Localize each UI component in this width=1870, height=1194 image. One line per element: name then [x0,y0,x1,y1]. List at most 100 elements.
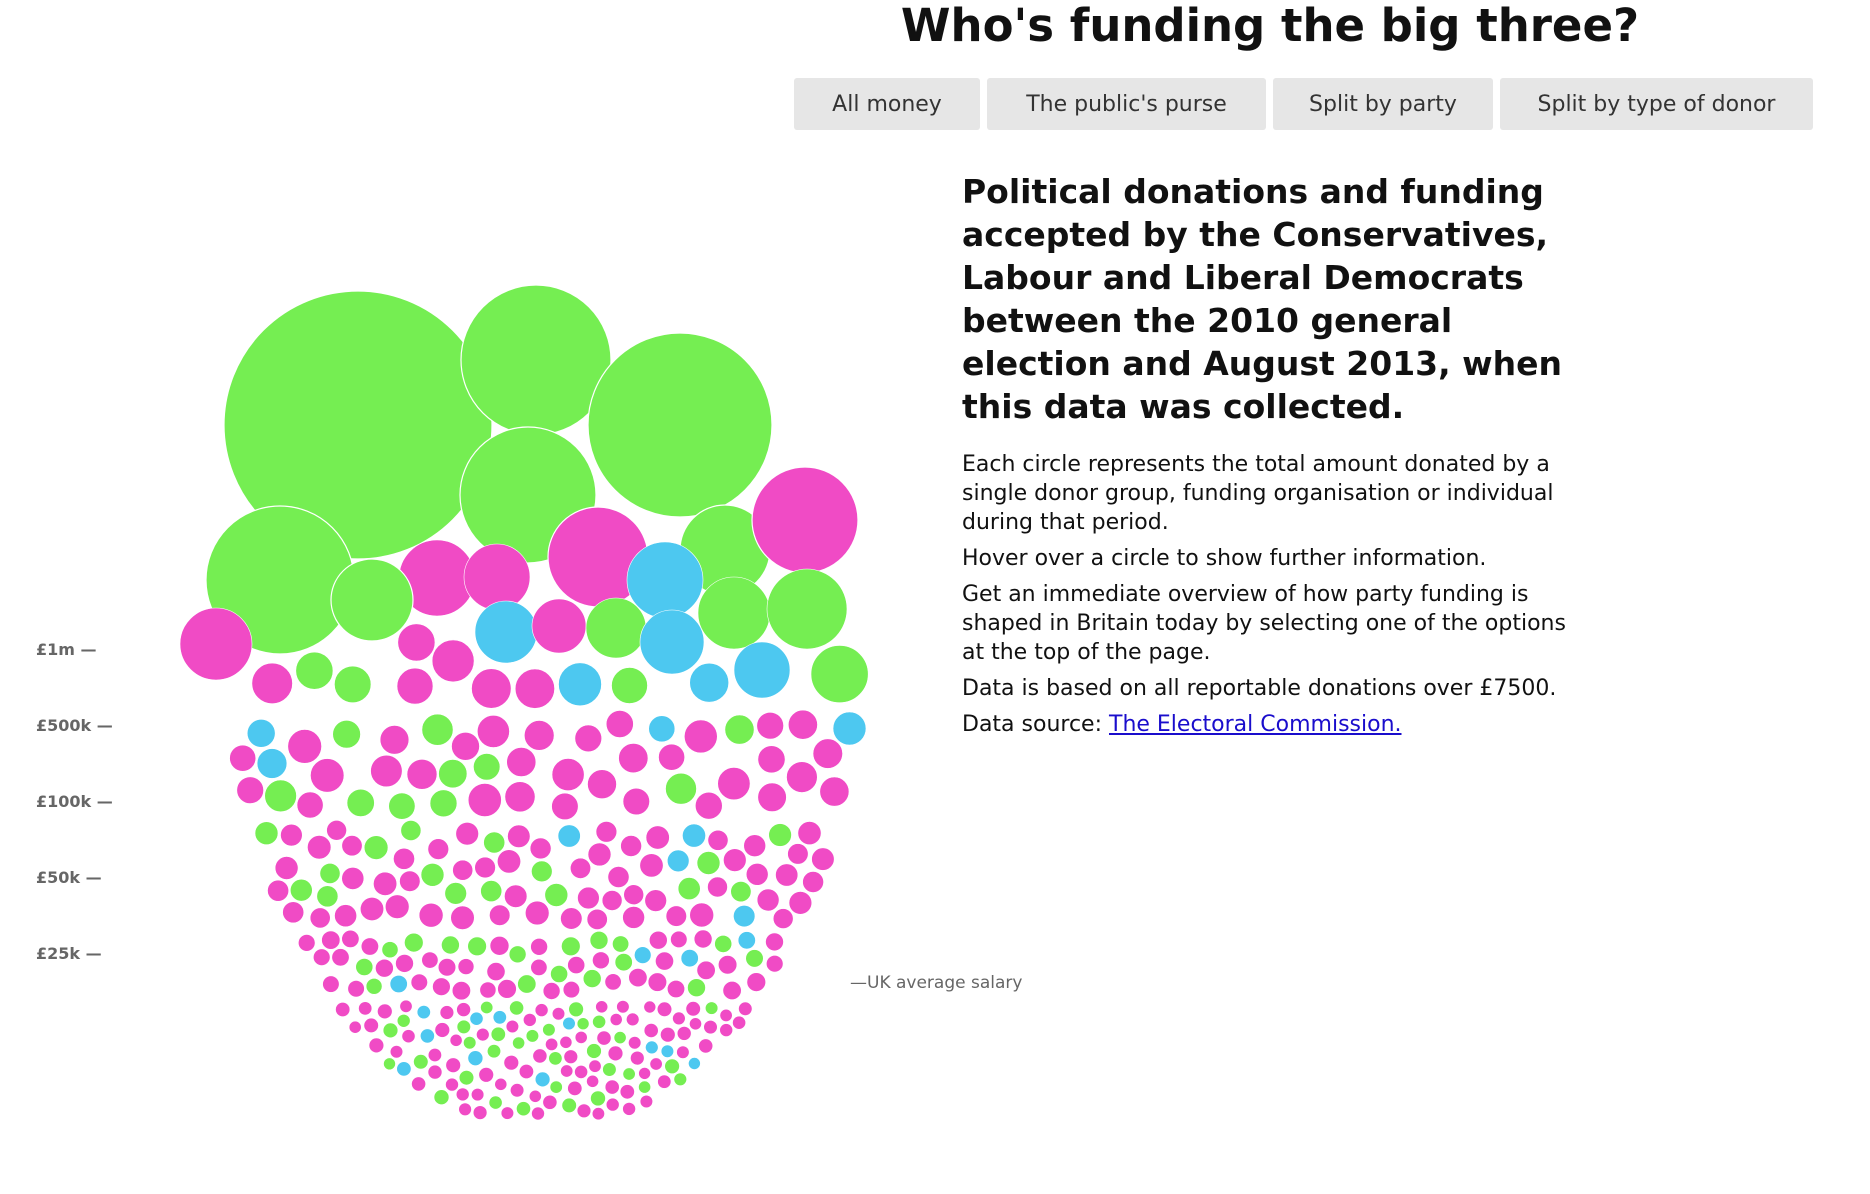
donor-bubble-159[interactable] [432,977,451,996]
donor-bubble-142[interactable] [452,859,474,881]
donor-bubble-168[interactable] [530,937,548,956]
donor-bubble-13[interactable] [697,576,771,650]
donor-bubble-227[interactable] [419,1028,435,1044]
donor-bubble-127[interactable] [254,821,279,846]
donor-bubble-318[interactable] [672,1011,686,1026]
donor-bubble-246[interactable] [622,1067,636,1081]
donor-bubble-216[interactable] [492,1010,507,1025]
donor-bubble-256[interactable] [676,1026,692,1041]
donor-bubble-218[interactable] [486,1044,501,1059]
donor-bubble-217[interactable] [377,1003,393,1020]
donor-bubble-161[interactable] [517,974,537,994]
donor-bubble-147[interactable] [730,881,752,903]
donor-bubble-304[interactable] [660,1026,676,1043]
donor-bubble-310[interactable] [456,1019,471,1035]
donor-bubble-176[interactable] [561,936,581,956]
donor-bubble-330[interactable] [576,1017,590,1031]
donor-bubble-211[interactable] [437,958,457,977]
donor-bubble-253[interactable] [561,1097,577,1114]
donor-bubble-163[interactable] [322,975,340,993]
donor-bubble-284[interactable] [427,1047,442,1062]
donor-bubble-151[interactable] [309,907,331,929]
donor-bubble-17[interactable] [585,597,647,659]
donor-bubble-241[interactable] [416,1005,431,1020]
donor-bubble-90[interactable] [797,821,822,846]
donor-bubble-292[interactable] [525,1029,540,1043]
donor-bubble-2[interactable] [587,332,773,518]
donor-bubble-283[interactable] [596,1030,612,1046]
donor-bubble-295[interactable] [471,1087,485,1102]
donor-bubble-294[interactable] [534,1003,549,1017]
donor-bubble-331[interactable] [660,1044,675,1058]
donor-bubble-224[interactable] [411,1076,426,1092]
donor-bubble-140[interactable] [811,847,835,871]
donor-bubble-297[interactable] [335,1001,351,1017]
donor-bubble-243[interactable] [542,1094,558,1110]
donor-bubble-191[interactable] [489,935,510,956]
donor-bubble-257[interactable] [516,1101,531,1117]
donor-bubble-307[interactable] [363,1017,379,1034]
donor-bubble-185[interactable] [457,958,475,975]
donor-bubble-327[interactable] [480,1000,494,1014]
view-all-money-button[interactable]: All money [794,78,980,130]
donor-bubble-178[interactable] [550,965,569,983]
donor-bubble-311[interactable] [518,1063,534,1079]
donor-bubble-231[interactable] [449,1033,463,1047]
donor-bubble-288[interactable] [738,1001,753,1016]
donor-bubble-20[interactable] [396,667,434,705]
donor-bubble-92[interactable] [483,831,506,854]
donor-bubble-121[interactable] [450,905,475,930]
donor-bubble-52[interactable] [574,724,602,753]
donor-bubble-328[interactable] [616,1000,630,1014]
donor-bubble-55[interactable] [724,714,755,745]
donor-bubble-240[interactable] [576,1103,592,1118]
donor-bubble-235[interactable] [534,1071,551,1088]
donor-bubble-157[interactable] [746,972,766,992]
donor-bubble-152[interactable] [326,819,347,841]
donor-bubble-281[interactable] [562,1016,576,1031]
donor-bubble-230[interactable] [445,1077,459,1092]
donor-bubble-187[interactable] [508,945,527,964]
donor-bubble-116[interactable] [756,888,780,912]
donor-bubble-184[interactable] [421,951,439,969]
donor-bubble-67[interactable] [388,792,416,820]
donor-bubble-276[interactable] [630,1050,645,1066]
donor-bubble-198[interactable] [331,948,350,967]
donor-bubble-94[interactable] [307,835,332,860]
donor-bubble-254[interactable] [509,1000,524,1016]
donor-bubble-44[interactable] [256,748,288,779]
donor-bubble-73[interactable] [658,743,686,771]
donor-bubble-61[interactable] [346,788,375,817]
donor-bubble-172[interactable] [355,958,374,976]
donor-bubble-96[interactable] [577,886,600,910]
donor-bubble-143[interactable] [595,821,618,843]
donor-bubble-89[interactable] [480,880,503,903]
donor-bubble-150[interactable] [623,884,645,906]
donor-bubble-75[interactable] [694,791,723,820]
donor-bubble-112[interactable] [644,889,667,912]
donor-bubble-200[interactable] [737,931,756,950]
donor-bubble-137[interactable] [733,904,756,928]
donor-bubble-149[interactable] [399,870,421,892]
donor-bubble-258[interactable] [592,1014,606,1029]
donor-bubble-22[interactable] [251,662,293,705]
donor-bubble-203[interactable] [693,929,713,949]
donor-bubble-128[interactable] [666,849,690,873]
donor-bubble-280[interactable] [704,1001,719,1015]
donor-bubble-248[interactable] [503,1054,519,1071]
donor-bubble-56[interactable] [788,709,818,740]
donor-bubble-84[interactable] [587,842,612,867]
donor-bubble-138[interactable] [560,907,583,930]
donor-bubble-155[interactable] [647,972,668,992]
donor-bubble-108[interactable] [696,851,721,875]
donor-bubble-309[interactable] [500,1106,515,1120]
donor-bubble-79[interactable] [639,853,664,878]
donor-bubble-126[interactable] [373,871,398,896]
donor-bubble-50[interactable] [757,782,787,812]
donor-bubble-104[interactable] [743,834,767,858]
donor-bubble-182[interactable] [628,968,648,988]
donor-bubble-69[interactable] [786,761,818,793]
donor-bubble-215[interactable] [567,1080,583,1096]
donor-bubble-251[interactable] [625,1012,640,1027]
donor-bubble-244[interactable] [628,1036,642,1050]
